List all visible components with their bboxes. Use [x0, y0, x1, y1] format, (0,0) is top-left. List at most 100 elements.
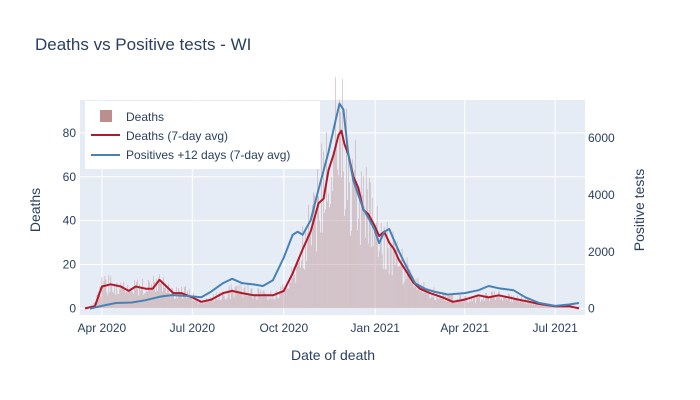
death-bar — [523, 302, 525, 309]
death-bar — [539, 303, 541, 309]
death-bar — [118, 293, 120, 309]
death-bar — [352, 178, 354, 309]
death-bar — [358, 199, 360, 309]
death-bar — [112, 291, 114, 309]
death-bar — [529, 303, 531, 309]
death-bar — [246, 296, 248, 309]
death-bar — [111, 285, 113, 309]
death-bar — [518, 302, 520, 309]
death-bar — [226, 297, 228, 309]
death-bar — [467, 302, 469, 309]
death-bar — [170, 296, 171, 309]
death-bar — [455, 302, 457, 309]
death-bar — [483, 297, 484, 309]
death-bar — [545, 304, 547, 309]
death-bar — [280, 286, 282, 309]
death-bar — [376, 206, 378, 309]
death-bar — [544, 305, 546, 309]
legend-swatch-deaths[interactable] — [100, 110, 112, 122]
death-bar — [381, 254, 383, 309]
death-bar — [495, 299, 496, 309]
death-bar — [198, 301, 200, 309]
death-bar — [297, 258, 299, 309]
death-bar — [342, 79, 343, 309]
death-bar — [384, 269, 386, 309]
death-bar — [493, 295, 494, 309]
death-bar — [508, 293, 509, 309]
death-bar — [365, 167, 367, 309]
death-bar — [459, 294, 461, 309]
death-bar — [351, 159, 353, 309]
death-bar — [241, 293, 243, 309]
death-bar — [504, 297, 505, 309]
death-bar — [167, 286, 168, 309]
death-bar — [272, 295, 274, 309]
death-bar — [547, 305, 549, 309]
y-tick-label: 20 — [63, 258, 77, 272]
death-bar — [117, 293, 119, 309]
death-bar — [148, 279, 149, 309]
legend-label-positives[interactable]: Positives +12 days (7-day avg) — [126, 148, 290, 162]
death-bar — [308, 204, 310, 309]
death-bar — [431, 295, 433, 309]
death-bar — [325, 209, 326, 309]
death-bar — [252, 298, 254, 309]
death-bar — [232, 292, 234, 309]
death-bar — [213, 300, 215, 309]
death-bar — [532, 300, 534, 309]
death-bar — [423, 282, 425, 309]
death-bar — [131, 291, 133, 309]
death-bar — [410, 282, 412, 309]
death-bar — [103, 281, 105, 309]
death-bar — [414, 283, 416, 309]
death-bar — [472, 300, 474, 309]
death-bar — [329, 207, 330, 309]
death-bar — [362, 175, 364, 309]
death-bar — [274, 299, 276, 309]
legend-label-deaths[interactable]: Deaths — [126, 110, 164, 124]
x-tick-label: Apr 2020 — [78, 321, 127, 335]
death-bar — [185, 298, 187, 309]
death-bar — [356, 230, 358, 309]
death-bar — [437, 298, 439, 309]
death-bar — [294, 274, 296, 309]
death-bar — [255, 293, 257, 309]
death-bar — [115, 294, 117, 309]
death-bar — [349, 182, 350, 309]
death-bar — [98, 294, 100, 309]
death-bar — [433, 287, 435, 309]
death-bar — [519, 300, 521, 309]
death-bar — [235, 286, 237, 309]
death-bar — [496, 295, 497, 309]
death-bar — [477, 295, 479, 309]
death-bar — [337, 169, 338, 309]
death-bar — [512, 301, 513, 309]
death-bar — [250, 288, 252, 309]
death-bar — [456, 299, 458, 309]
death-bar — [474, 298, 476, 309]
death-bar — [222, 291, 224, 309]
death-bar — [383, 226, 385, 309]
legend-label-deaths-avg[interactable]: Deaths (7-day avg) — [126, 129, 228, 143]
death-bar — [238, 285, 240, 309]
death-bar — [491, 291, 492, 309]
death-bar — [311, 245, 313, 309]
death-bar — [374, 234, 376, 309]
death-bar — [248, 293, 250, 309]
death-bar — [109, 292, 111, 309]
death-bar — [551, 306, 553, 309]
death-bar — [462, 301, 464, 309]
death-bar — [106, 292, 108, 309]
death-bar — [179, 290, 180, 309]
death-bar — [498, 291, 499, 309]
death-bar — [192, 293, 194, 309]
x-tick-label: Jul 2021 — [532, 321, 578, 335]
death-bar — [140, 290, 142, 309]
death-bar — [225, 299, 227, 309]
y2-axis-ticks: 0 2000 4000 6000 — [588, 131, 615, 316]
death-bar — [478, 296, 480, 309]
death-bar — [412, 275, 414, 309]
death-bar — [123, 281, 125, 309]
death-bar — [511, 295, 512, 309]
